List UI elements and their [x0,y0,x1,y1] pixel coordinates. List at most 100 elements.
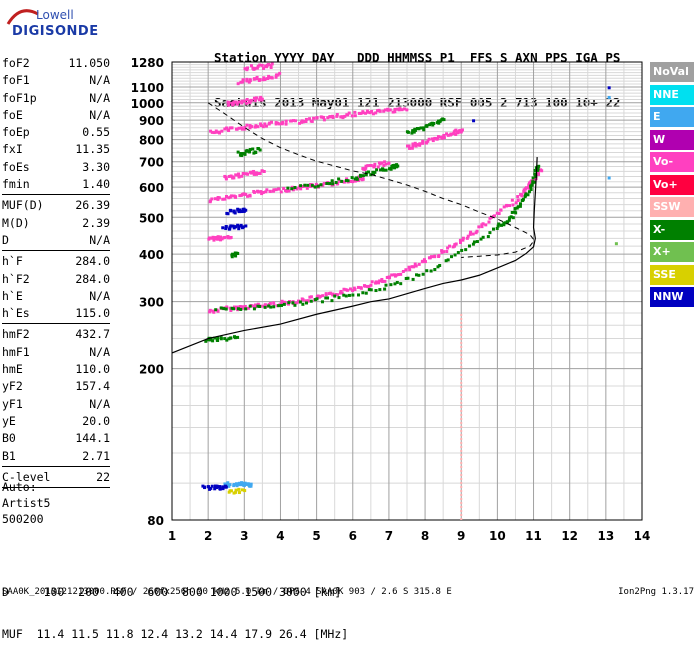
echo-point [254,98,258,102]
echo-point [393,282,397,286]
echo-point [475,229,479,233]
echo-point [314,182,318,186]
echo-point [310,183,314,187]
echo-point [404,276,408,280]
lowell-digisonde-logo: Lowell DIGISONDE [6,6,99,48]
echo-point [510,210,514,214]
logo-line2: DIGISONDE [12,24,99,39]
echo-point [518,204,522,208]
echo-point [430,255,434,259]
echo-point [313,185,317,189]
echo-point [231,252,235,256]
echo-point [486,235,490,239]
auto-artist: Artist5 [2,496,51,510]
echo-point [322,181,326,185]
echo-point [410,131,414,135]
header-columns: Station YYYY DAY DDD HHMMSS P1 FFS S AXN… [214,50,621,65]
echo-point [530,183,534,187]
echo-point [252,169,256,173]
echo-point [245,123,249,127]
echo-point [382,164,386,168]
echo-point [361,111,365,115]
echo-point [445,132,449,136]
param-row: B1 2.71 [2,448,110,465]
echo-point [281,120,285,124]
echo-point [239,483,243,487]
echo-point [315,297,319,301]
echo-point [316,184,320,188]
echo-point [230,126,234,130]
param-value: 11.050 [68,56,110,70]
legend-item: X- [650,219,694,240]
echo-point [232,483,236,487]
echo-point [464,248,468,252]
param-value: N/A [89,232,110,247]
legend-item: E [650,107,694,127]
param-value: 115.0 [75,306,110,321]
echo-point [504,221,508,225]
param-key: C-level [2,469,51,484]
param-row: M(D) 2.39 [2,215,110,232]
echo-point [216,309,220,313]
param-value: 3.30 [82,159,110,174]
param-value: N/A [89,344,110,359]
echo-point [228,483,232,487]
legend: NoVal NNE E W Vo- Vo+ SSW X- X+ SSE NNW [650,62,694,310]
echo-point [243,152,247,156]
y-tick-label: 1280 [131,56,164,70]
echo-point [405,144,409,148]
echo-point [417,262,421,266]
echo-point [446,258,450,262]
param-value: 20.0 [82,413,110,428]
echo-point [232,307,236,311]
echo-point [298,300,302,304]
echo-point [379,168,383,172]
echo-point [279,303,283,307]
echo-point [436,135,440,139]
echo-point [243,125,247,129]
echo-point [399,272,403,276]
echo-point [315,116,319,120]
echo-point [250,170,254,174]
echo-point [277,187,281,191]
echo-point [263,122,267,126]
echo-point [404,268,408,272]
echo-point [268,121,272,125]
echo-point [393,166,397,170]
echo-point [419,126,423,130]
echo-point [436,265,440,269]
echo-point [239,223,243,227]
echo-point [399,282,403,286]
echo-point [491,227,495,231]
echo-point [309,119,313,123]
echo-point [268,301,272,305]
echo-point [208,310,212,314]
echo-point [239,307,243,311]
echo-point [361,291,365,295]
echo-point [527,183,531,187]
echo-point [248,193,252,197]
echo-point [438,263,442,267]
param-key: M(D) [2,215,30,230]
echo-point [256,125,260,129]
x-tick-label: 14 [634,529,651,543]
echo-point [346,113,350,117]
echo-point [222,307,226,311]
echo-point [432,121,436,125]
echo-point [422,126,426,130]
x-tick-label: 6 [349,529,357,543]
echo-point [471,232,475,236]
echo-point [442,250,446,254]
echo-point [228,227,232,231]
echo-point [337,177,341,181]
echo-point [231,224,235,228]
echo-point [304,301,308,305]
y-tick-label: 400 [139,248,164,262]
echo-point [227,103,231,107]
echo-point [229,224,233,228]
echo-point [258,96,262,100]
param-key: B0 [2,431,16,446]
param-key: foF1 [2,73,30,88]
echo-point [245,98,249,102]
echo-point [259,190,263,194]
